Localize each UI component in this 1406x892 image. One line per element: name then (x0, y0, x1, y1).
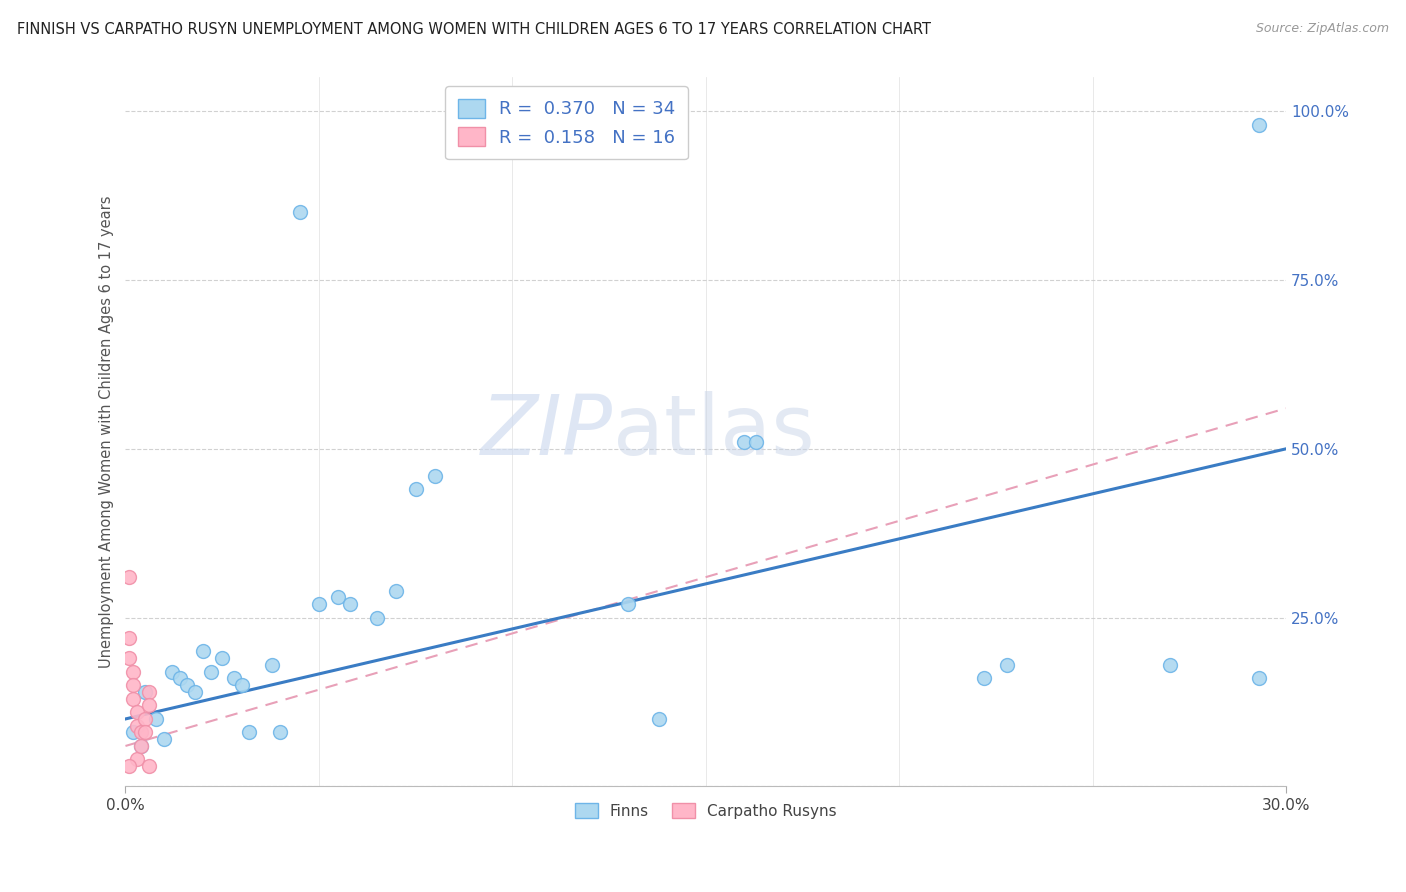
Point (169, 672, 191, 686)
Point (745, 435, 768, 450)
Point (262, 657, 284, 672)
Legend: Finns, Carpatho Rusyns: Finns, Carpatho Rusyns (568, 797, 842, 825)
Point (122, 678, 145, 692)
Point (308, 597, 330, 611)
Point (125, 705, 148, 719)
Point (129, 739, 152, 753)
Point (648, 712, 671, 726)
Point (269, 725, 291, 739)
Point (138, 759, 160, 773)
Point (339, 597, 361, 611)
Point (1159, 657, 1181, 672)
Point (118, 651, 141, 665)
Point (184, 685, 207, 699)
Point (129, 739, 152, 753)
Point (118, 570, 141, 584)
Point (134, 712, 156, 726)
Y-axis label: Unemployment Among Women with Children Ages 6 to 17 years: Unemployment Among Women with Children A… (100, 195, 114, 668)
Point (231, 678, 253, 692)
Point (191, 644, 214, 658)
Point (973, 672, 995, 686)
Point (211, 651, 233, 665)
Point (125, 752, 148, 766)
Point (118, 759, 141, 773)
Point (385, 583, 408, 598)
Point (222, 672, 245, 686)
Point (288, 205, 311, 219)
Point (145, 712, 167, 726)
Point (1247, 118, 1270, 132)
Point (125, 719, 148, 733)
Point (153, 732, 176, 747)
Point (238, 725, 260, 739)
Point (129, 725, 152, 739)
Point (138, 685, 160, 699)
Point (423, 468, 446, 483)
Point (1247, 672, 1270, 686)
Point (160, 665, 183, 679)
Point (366, 610, 388, 624)
Text: ZIP: ZIP (481, 392, 613, 473)
Point (200, 665, 222, 679)
Point (122, 665, 145, 679)
Point (405, 483, 427, 497)
Point (134, 685, 156, 699)
Point (122, 725, 145, 739)
Text: atlas: atlas (613, 392, 814, 473)
Point (617, 597, 640, 611)
Point (733, 435, 755, 450)
Point (118, 631, 141, 645)
Point (134, 725, 156, 739)
Point (176, 678, 198, 692)
Text: FINNISH VS CARPATHO RUSYN UNEMPLOYMENT AMONG WOMEN WITH CHILDREN AGES 6 TO 17 YE: FINNISH VS CARPATHO RUSYN UNEMPLOYMENT A… (17, 22, 931, 37)
Point (997, 657, 1019, 672)
Text: Source: ZipAtlas.com: Source: ZipAtlas.com (1256, 22, 1389, 36)
Point (328, 591, 350, 605)
Point (138, 698, 160, 713)
Point (122, 691, 145, 706)
